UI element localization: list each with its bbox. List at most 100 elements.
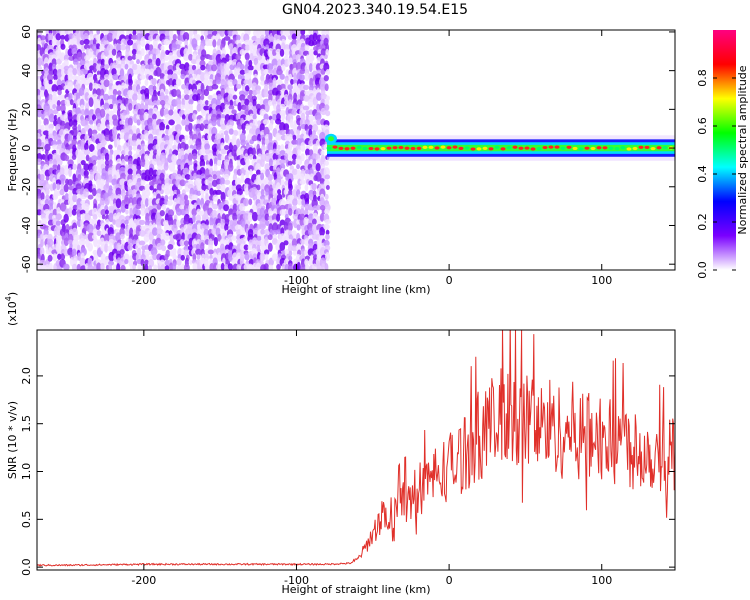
spectrogram-cell	[233, 129, 239, 137]
spectrogram-cell	[197, 229, 202, 235]
spectrogram-cell	[204, 262, 210, 270]
spectrogram-cell	[144, 259, 149, 266]
spectrogram-cell	[79, 59, 87, 66]
spectrogram-cell	[195, 34, 201, 41]
spectrogram-cell	[209, 158, 214, 168]
spectrogram-cell	[193, 162, 198, 172]
spectrogram-cell	[225, 53, 230, 62]
spectrogram-cell	[72, 119, 78, 127]
spectrogram-cell	[192, 73, 197, 80]
signal-peak	[338, 146, 344, 150]
spectrogram-cell	[37, 169, 41, 175]
spectrogram-cell	[299, 69, 306, 75]
spectrogram-cell	[39, 173, 45, 182]
spectrogram-cell	[43, 102, 51, 113]
spectrogram-cell	[52, 164, 58, 170]
spectrogram-cell	[159, 209, 165, 217]
spectrogram-cell	[234, 224, 242, 231]
spectrogram-cell	[137, 89, 142, 95]
spectrogram-cell	[264, 249, 270, 256]
spectrogram-cell	[325, 69, 331, 75]
spectrogram-cell	[136, 119, 141, 126]
signal-peak	[404, 146, 410, 150]
spectrogram-cell	[243, 79, 250, 85]
spectrogram-cell	[164, 265, 170, 270]
spectrogram-cell	[224, 179, 231, 185]
snr-x-axis-label: Height of straight line (km)	[281, 583, 430, 596]
spectrogram-cell	[60, 253, 66, 261]
spectrogram-cell	[196, 103, 202, 112]
spectrogram-cell	[235, 68, 242, 76]
spectrogram-cell	[144, 183, 151, 192]
spectrogram-cell	[52, 68, 58, 76]
spectrogram-cell	[168, 52, 174, 62]
spectrogram-cell	[60, 94, 66, 101]
spectrogram-cell	[244, 98, 250, 106]
spectrogram-cell	[220, 218, 226, 226]
spectrogram-y-tick-label: -60	[20, 255, 33, 273]
spectrogram-cell	[63, 54, 70, 62]
spectrogram-cell	[40, 35, 46, 41]
spectrogram-cell	[257, 133, 262, 143]
spectrogram-cell	[211, 84, 219, 90]
spectrogram-cell	[59, 202, 67, 212]
spectrogram-cell	[172, 33, 177, 41]
spectrogram-cell	[279, 209, 287, 216]
spectrogram-cell	[164, 223, 169, 232]
signal-peak	[464, 146, 470, 150]
spectrogram-cell	[85, 118, 89, 127]
spectrogram-cell	[71, 127, 78, 138]
spectrogram-cell	[103, 93, 110, 101]
spectrogram-cell	[325, 110, 331, 117]
spectrogram-cell	[63, 213, 69, 223]
spectrogram-cell	[291, 103, 297, 112]
spectrogram-cell	[215, 263, 223, 270]
spectrogram-cell	[83, 63, 91, 71]
snr-x-ticks: -200 -100 0 100	[131, 330, 612, 587]
signal-peak	[416, 146, 422, 150]
spectrogram-cell	[167, 244, 174, 250]
spectrogram-y-tick-label: 40	[20, 64, 33, 78]
spectrogram-cell	[124, 219, 129, 225]
spectrogram-cell	[215, 33, 221, 41]
spectrogram-cell	[115, 187, 122, 197]
spectrogram-cell	[37, 194, 42, 200]
spectrogram-cell	[116, 263, 121, 270]
spectrogram-cell	[135, 79, 141, 86]
spectrogram-cell	[215, 189, 222, 195]
spectrogram-cell	[136, 59, 140, 65]
spectrogram-cell	[243, 244, 249, 251]
spectrogram-cell	[84, 142, 89, 151]
spectrogram-cell	[288, 207, 293, 216]
spectrogram-cell	[183, 194, 189, 201]
spectrogram-cell	[260, 172, 265, 181]
spectrogram-cell	[200, 189, 205, 195]
spectrogram-cell	[145, 64, 151, 70]
spectrogram-cell	[140, 225, 145, 231]
spectrogram-cell	[180, 254, 185, 261]
spectrogram-cell	[148, 167, 154, 177]
spectrogram-cell	[181, 232, 186, 242]
spectrogram-cell	[291, 153, 297, 160]
spectrogram-cell	[127, 89, 134, 97]
spectrogram-cell	[299, 179, 306, 185]
spectrogram-cell	[37, 119, 42, 126]
colorbar-tick-label: 0.6	[696, 117, 709, 135]
spectrogram-cell	[288, 150, 294, 156]
spectrogram-cell	[208, 70, 215, 76]
spectrogram-x-axis-label: Height of straight line (km)	[281, 283, 430, 296]
spectrogram-cell	[204, 143, 211, 151]
signal-peak	[656, 146, 662, 150]
spectrogram-cell	[259, 252, 266, 262]
spectrogram-cell	[268, 69, 274, 74]
svg-text:(x104): (x104)	[4, 292, 19, 326]
spectrogram-cell	[181, 114, 186, 121]
spectrogram-cell	[279, 163, 286, 171]
spectrogram-cell	[94, 83, 102, 91]
spectrogram-cell	[149, 30, 154, 37]
figure-title: GN04.2023.340.19.54.E15	[282, 2, 468, 18]
spectrogram-cell	[203, 119, 210, 126]
spectrogram-cell	[131, 48, 137, 55]
spectrogram-cell	[324, 193, 329, 200]
signal-onset-core	[328, 136, 334, 142]
